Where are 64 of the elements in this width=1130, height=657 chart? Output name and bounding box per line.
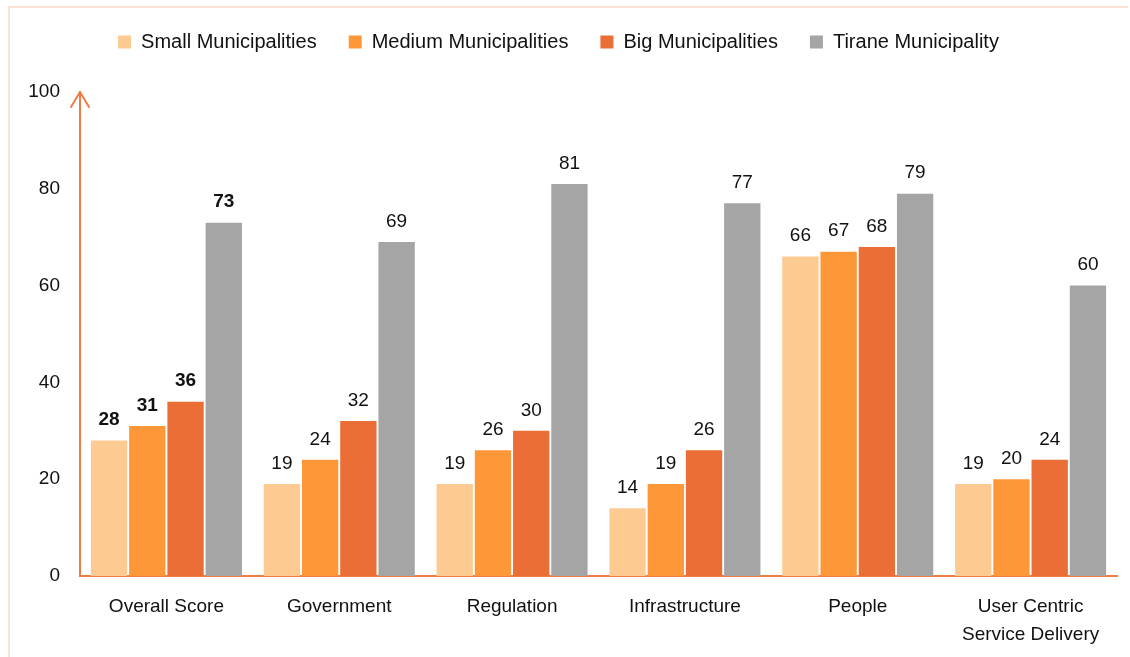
data-label: 28 — [98, 408, 120, 430]
bar — [513, 430, 550, 576]
data-label: 32 — [347, 388, 369, 410]
bar — [129, 425, 166, 576]
data-label: 19 — [444, 451, 466, 473]
x-tick-label: People — [828, 595, 888, 617]
x-tick-label: Infrastructure — [628, 595, 741, 617]
x-tick-label: Government — [286, 595, 393, 617]
bar — [858, 246, 896, 576]
bar — [90, 440, 128, 576]
bar — [647, 484, 684, 576]
data-label: 81 — [558, 151, 581, 173]
bar — [378, 242, 415, 576]
x-tick-label: Overall Score — [108, 595, 224, 617]
y-tick-label: 20 — [38, 467, 60, 489]
data-label: 24 — [309, 427, 332, 449]
bar — [685, 450, 723, 576]
data-label: 77 — [731, 171, 753, 193]
bar — [1031, 459, 1068, 576]
x-tick-label: Regulation — [466, 595, 558, 617]
data-label: 73 — [213, 190, 235, 212]
legend-label: Small Municipalities — [141, 29, 317, 52]
data-label: 36 — [174, 369, 197, 391]
x-tick-label: User Centric Service Delivery — [961, 595, 1100, 644]
data-label: 19 — [962, 451, 984, 473]
data-label: 14 — [616, 475, 639, 497]
y-tick-label: 80 — [38, 177, 60, 199]
bar — [820, 251, 857, 576]
bar — [167, 401, 204, 576]
bar — [205, 222, 242, 576]
bar — [340, 421, 377, 576]
bar — [301, 459, 339, 576]
data-label: 20 — [1000, 446, 1023, 468]
y-tick-label: 100 — [28, 80, 60, 102]
y-tick-label: 60 — [38, 273, 60, 295]
bar — [1069, 285, 1107, 576]
bar — [724, 203, 761, 576]
bar — [955, 484, 992, 576]
data-label: 19 — [271, 451, 293, 473]
bar — [609, 508, 646, 576]
data-label: 19 — [655, 451, 677, 473]
y-tick-label: 40 — [38, 370, 60, 392]
bar — [263, 484, 301, 576]
data-label: 68 — [866, 214, 888, 236]
legend-label: Tirane Municipality — [832, 29, 999, 52]
data-label: 26 — [693, 417, 715, 439]
bar — [436, 484, 473, 576]
legend-label: Big Municipalities — [623, 29, 778, 52]
data-label: 31 — [136, 393, 159, 415]
data-label: 66 — [789, 224, 811, 246]
bar — [782, 256, 819, 576]
bar — [551, 183, 588, 576]
y-tick-label: 0 — [49, 564, 60, 586]
data-label: 69 — [386, 209, 408, 231]
data-label: 60 — [1077, 253, 1099, 275]
data-label: 79 — [904, 161, 926, 183]
legend-label: Medium Municipalities — [371, 29, 569, 52]
data-label: 26 — [482, 417, 504, 439]
bar — [993, 479, 1030, 576]
data-label: 30 — [520, 398, 542, 420]
data-label: 67 — [828, 219, 850, 241]
bar — [896, 193, 934, 576]
data-label: 24 — [1039, 427, 1061, 449]
bar — [474, 450, 512, 576]
